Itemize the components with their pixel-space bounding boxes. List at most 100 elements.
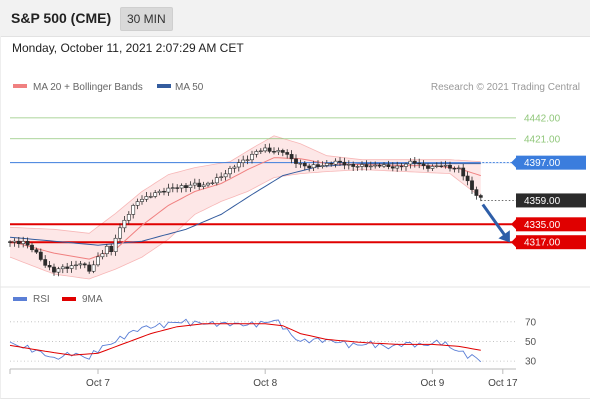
candle-body [232,166,237,169]
candle [408,158,413,169]
candle [214,173,219,186]
candle-body [465,175,470,182]
candle-body [324,162,329,166]
candle [65,262,70,273]
level-tag-pointer-5 [511,237,516,248]
candle [272,147,276,155]
candle [298,159,303,168]
candle-body [377,164,382,167]
candle [100,250,105,260]
legend-swatch-bollinger [13,84,27,88]
candle-body [228,168,232,175]
level-label-2: 4397.00 [524,158,561,169]
candle-body [478,195,483,198]
candle [87,261,92,274]
candle [206,181,210,187]
candle-body [333,160,338,165]
candle [43,255,48,268]
candle [170,183,175,193]
candle-body [91,264,96,272]
rsi-tick-label-70: 70 [525,317,537,328]
candle-body [118,227,122,239]
candle-body [140,198,144,202]
candle [25,237,30,249]
candle-body [25,240,30,246]
timeframe-badge[interactable]: 30 MIN [120,7,173,31]
legend-label-bollinger: MA 20 + Bollinger Bands [33,82,143,93]
level-tag-5 [516,235,586,250]
candle [307,163,312,172]
chart-header: S&P 500 (CME) 30 MIN [0,0,590,37]
candle [320,161,325,169]
candle [456,165,461,173]
candle [47,261,52,271]
rsi-9ma-line [9,323,481,356]
candle [241,155,246,168]
time-tick-label-2: Oct 9 [420,378,444,389]
candle-body [395,165,400,169]
candle-body [443,164,448,167]
level-label-4: 4335.00 [524,220,561,231]
candle [324,160,329,168]
candle-body [285,152,290,155]
candle-body [223,173,228,178]
candle [192,178,197,189]
candle [338,157,342,166]
projection-arrow-shaft [481,203,509,241]
candle-body [298,163,303,165]
candle [82,262,87,269]
candle [118,223,122,243]
candle-body [311,164,316,169]
candle-body [456,167,461,170]
candle-body [452,167,457,170]
candle [316,160,320,170]
candle-body [272,151,276,153]
candle [452,166,457,173]
candle-body [364,164,369,168]
candle [373,161,378,169]
level-label-0: 4442.00 [524,113,561,124]
rsi-line [9,318,482,363]
candle [426,163,430,172]
candle-body [60,266,65,270]
candle-body [34,249,39,253]
candle-body [153,192,158,197]
candle-body [470,180,474,190]
candle-body [148,196,153,198]
candle-body [294,158,298,164]
candle-body [113,237,118,252]
candle [302,160,307,171]
candle-body [179,185,184,189]
candle-body [329,162,334,165]
candle-body [421,163,426,167]
candle [461,164,466,181]
candle-body [448,164,452,169]
candle [465,171,470,186]
candle-body [122,219,127,229]
candle [16,237,21,248]
candle [113,234,118,256]
candle-body [126,214,131,221]
candle-body [131,205,136,215]
candle [91,260,96,274]
candle [12,238,17,247]
candle [245,155,250,165]
candle-body [241,159,246,163]
candle-body [236,162,241,168]
candle-body [263,147,268,152]
candle [219,172,224,181]
candle [329,161,334,167]
candle [311,160,316,171]
candle-body [82,263,87,266]
rsi-panel: RSI 9MA 70 50 30 [0,286,590,368]
candle [96,252,100,267]
candle-body [307,165,312,169]
candle-body [267,147,272,152]
projection-arrow-head [498,230,510,243]
legend-swatch-9ma [62,297,76,301]
candle [8,240,12,247]
candle [109,243,114,256]
candle [364,160,369,171]
candle-body [280,150,285,153]
candle [294,154,298,169]
